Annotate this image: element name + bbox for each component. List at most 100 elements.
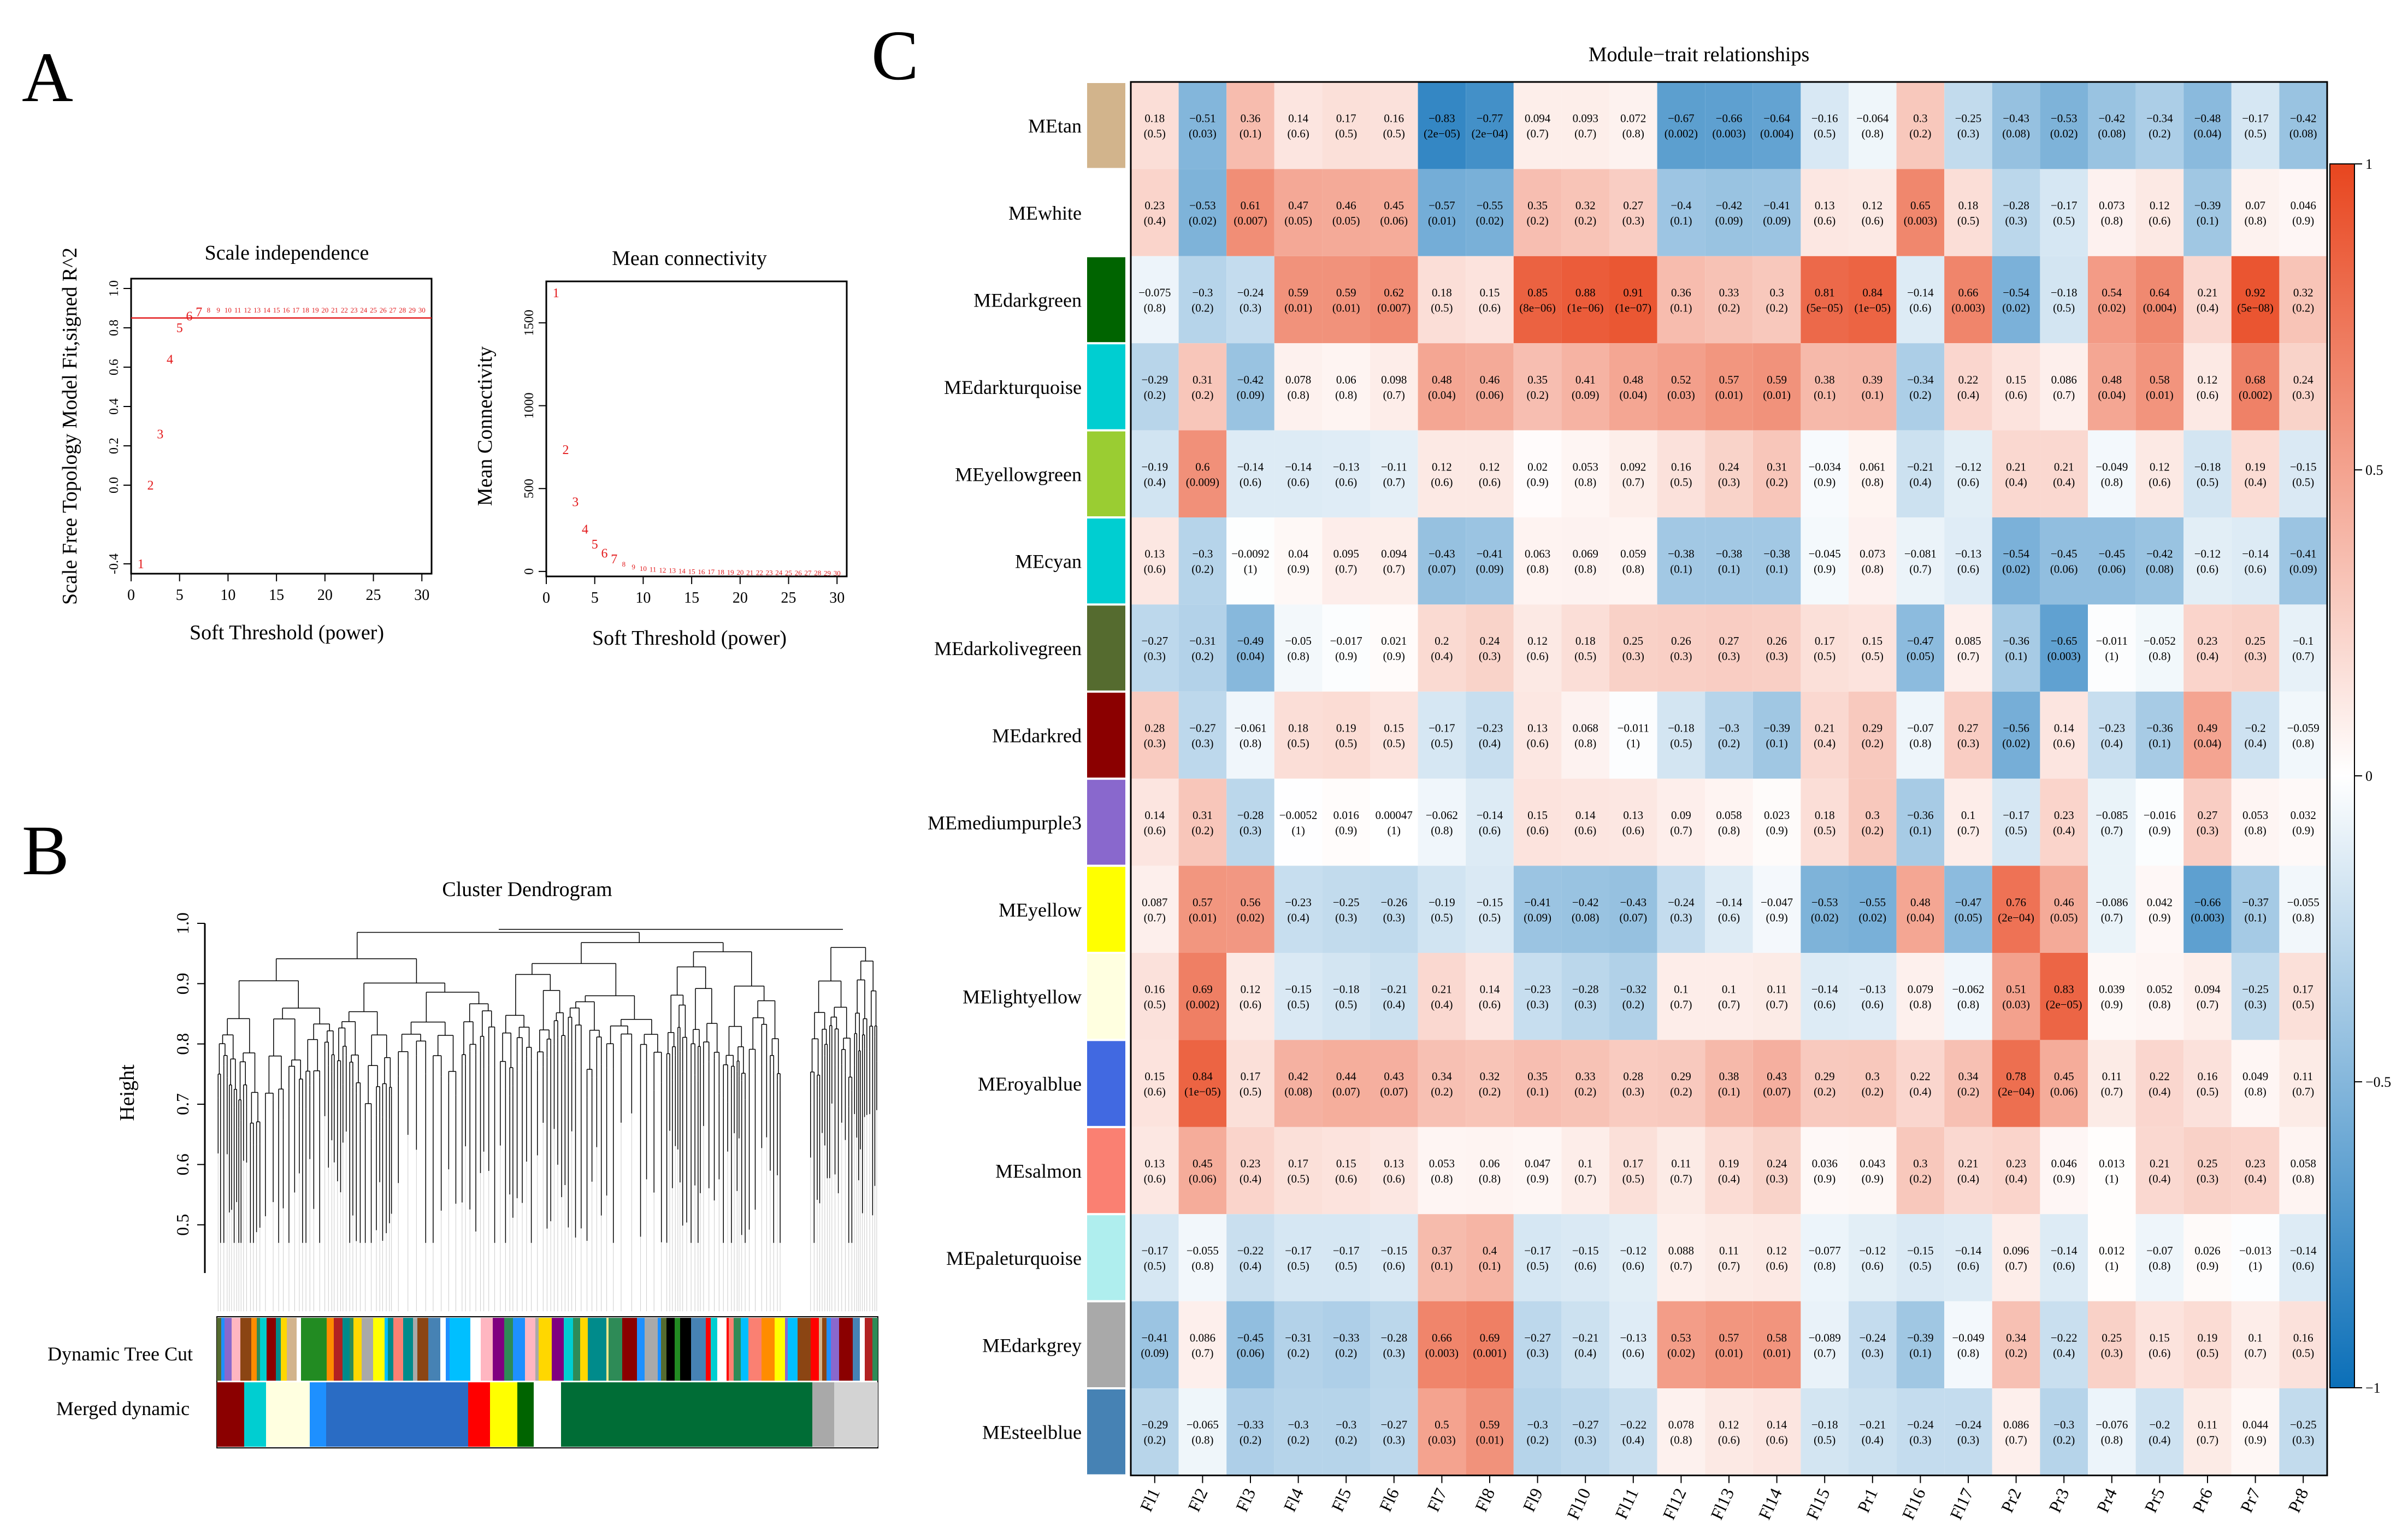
- cell-pvalue: (0.5): [1574, 650, 1596, 663]
- heatmap-cell: [1418, 169, 1466, 256]
- cell-pvalue: (0.07): [1332, 1085, 1360, 1098]
- heatmap-cell: [2135, 1301, 2184, 1388]
- heatmap-col-label: Fl3: [1232, 1485, 1260, 1515]
- dynamic-tree-cut-segment: [661, 1318, 666, 1381]
- cell-pvalue: (2e−04): [1472, 127, 1508, 140]
- cell-pvalue: (0.04): [1237, 650, 1265, 663]
- cell-pvalue: (0.003): [1712, 127, 1745, 140]
- cell-correlation: 0.1: [1722, 983, 1736, 996]
- cell-pvalue: (0.002): [2239, 388, 2272, 402]
- heatmap-cell: [1992, 517, 2040, 605]
- cell-pvalue: (0.4): [1957, 1173, 1979, 1186]
- heatmap-cell: [2231, 517, 2280, 605]
- cell-correlation: 0.53: [1671, 1331, 1691, 1344]
- merged-dynamic-segment: [310, 1382, 326, 1447]
- cell-correlation: −0.24: [1955, 1418, 1982, 1431]
- cell-pvalue: (0.2): [1526, 388, 1548, 402]
- cell-correlation: 0.39: [1862, 373, 1882, 386]
- dynamic-tree-cut-segment: [625, 1318, 637, 1381]
- cell-correlation: −0.13: [1333, 460, 1360, 473]
- dynamic-tree-cut-segment: [535, 1318, 539, 1381]
- heatmap-cell: [1466, 1388, 1514, 1476]
- heatmap-cell: [1178, 953, 1227, 1040]
- cell-pvalue: (0.3): [1909, 1434, 1931, 1447]
- heatmap-cell: [1226, 430, 1274, 517]
- cell-correlation: 0.25: [1623, 634, 1643, 647]
- heatmap-cell: [1992, 779, 2040, 866]
- 0-ytick-label: 0.8: [107, 320, 121, 336]
- cell-correlation: 0.12: [1767, 1244, 1787, 1257]
- heatmap-col-label: Pr7: [2236, 1485, 2264, 1516]
- cell-pvalue: (2e−05): [1424, 127, 1460, 140]
- cell-pvalue: (0.4): [1574, 1346, 1596, 1359]
- cell-pvalue: (0.7): [1909, 563, 1931, 576]
- cell-pvalue: (0.8): [1431, 824, 1453, 837]
- cell-correlation: 0.21: [1815, 722, 1835, 735]
- heatmap-cell: [1370, 343, 1418, 431]
- cell-correlation: −0.21: [1907, 460, 1934, 473]
- heatmap-cell: [2279, 517, 2327, 605]
- heatmap-cell: [1801, 82, 1849, 169]
- cell-pvalue: (0.8): [1144, 302, 1166, 315]
- cell-pvalue: (0.2): [1862, 737, 1884, 750]
- heatmap-cell: [1418, 343, 1466, 431]
- heatmap-cell: [1657, 953, 1705, 1040]
- module-trait-heatmap: Module−trait relationships MEtan 0.18 (0.5…: [928, 43, 2328, 1523]
- heatmap-cell: [1131, 691, 1179, 779]
- dynamic-tree-cut-segment: [831, 1318, 839, 1381]
- dynamic-tree-cut-segment: [440, 1318, 446, 1381]
- 0-ytick-label: 0.6: [107, 359, 121, 375]
- cell-pvalue: (0.2): [1479, 1085, 1501, 1098]
- cell-correlation: −0.42: [2290, 112, 2317, 125]
- heatmap-cell: [1801, 169, 1849, 256]
- cell-pvalue: (0.003): [2047, 650, 2081, 663]
- cell-pvalue: (0.1): [2005, 650, 2027, 663]
- cell-correlation: 0.094: [1381, 547, 1407, 561]
- cell-correlation: 0.12: [1862, 199, 1882, 212]
- cell-pvalue: (0.6): [1526, 737, 1548, 750]
- cell-pvalue: (0.6): [1144, 1085, 1166, 1098]
- cell-correlation: 0.4: [1483, 1244, 1497, 1257]
- cell-pvalue: (0.003): [1951, 302, 1985, 315]
- heatmap-cell: [1609, 1388, 1657, 1476]
- cell-pvalue: (0.08): [2002, 127, 2030, 140]
- colorbar: 1 0.5 0 −0.5 −1: [2329, 156, 2391, 1396]
- cell-correlation: −0.15: [2290, 460, 2317, 473]
- heatmap-cell: [1513, 256, 1562, 344]
- heatmap-col-label: Pr5: [2140, 1485, 2168, 1516]
- cell-pvalue: (0.9): [2292, 214, 2314, 227]
- dynamic-tree-cut-segment: [811, 1318, 819, 1381]
- cell-pvalue: (0.3): [1383, 1346, 1405, 1359]
- heatmap-cell: [1226, 1214, 1274, 1301]
- heatmap-cell: [1370, 256, 1418, 344]
- cell-correlation: 0.04: [1288, 547, 1308, 561]
- merged-dynamic-segment: [834, 1382, 878, 1447]
- cell-pvalue: (0.7): [2197, 1434, 2218, 1447]
- heatmap-cell: [1801, 1301, 1849, 1388]
- cell-pvalue: (0.5): [1670, 737, 1692, 750]
- module-color-swatch: [1087, 344, 1125, 429]
- 0-point: 15: [273, 306, 280, 314]
- heatmap-cell: [1944, 256, 1992, 344]
- cell-pvalue: (1): [1388, 824, 1401, 837]
- 1-point: 29: [824, 569, 831, 577]
- 0-point: 21: [331, 306, 338, 314]
- cell-correlation: −0.055: [2287, 895, 2320, 909]
- heatmap-cell: [1944, 82, 1992, 169]
- heatmap-cell: [2135, 604, 2184, 692]
- cell-correlation: 0.22: [1910, 1070, 1931, 1083]
- cell-correlation: −0.3: [1527, 1418, 1548, 1431]
- cell-pvalue: (0.6): [1957, 475, 1979, 488]
- heatmap-cell: [1466, 1214, 1514, 1301]
- cell-pvalue: (0.3): [1862, 1346, 1884, 1359]
- cell-correlation: 0.11: [2102, 1070, 2122, 1083]
- heatmap-cell: [1609, 604, 1657, 692]
- heatmap-cell: [1705, 1214, 1753, 1301]
- heatmap-cell: [1466, 1040, 1514, 1127]
- dynamic-tree-cut-segment: [301, 1318, 315, 1381]
- cell-pvalue: (0.7): [1814, 1346, 1835, 1359]
- cell-pvalue: (0.5): [1144, 998, 1166, 1011]
- heatmap-cell: [1274, 1040, 1323, 1127]
- cell-pvalue: (0.4): [1909, 475, 1931, 488]
- cell-correlation: −0.14: [1285, 460, 1312, 473]
